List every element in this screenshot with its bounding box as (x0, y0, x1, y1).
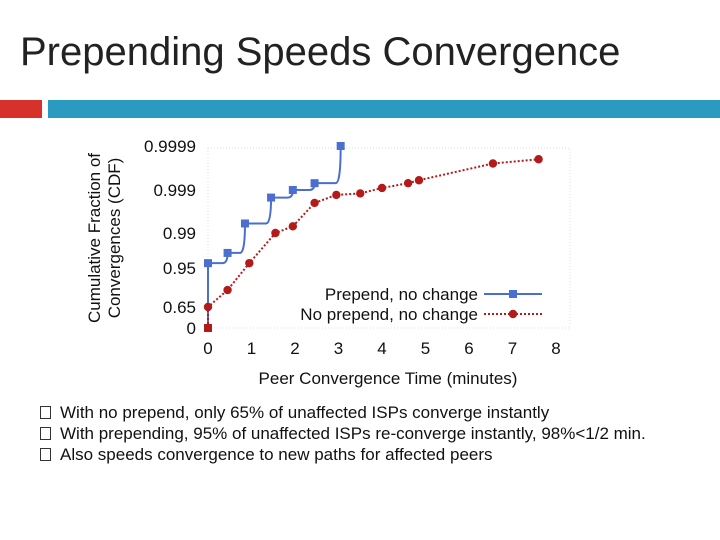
y-tick-label: 0.99 (163, 224, 196, 243)
y-tick-label: 0.95 (163, 259, 196, 278)
bullet-text: Also speeds convergence to new paths for… (60, 445, 493, 464)
data-point-prepend (240, 219, 249, 228)
data-point-no-prepend (488, 159, 498, 168)
data-point-no-prepend (288, 222, 298, 231)
bullet-item: Also speeds convergence to new paths for… (40, 445, 700, 465)
data-point-prepend (267, 193, 276, 202)
y-tick-label: 0.9999 (144, 137, 196, 156)
accent-bar-red (0, 100, 42, 118)
data-point-no-prepend (534, 155, 543, 164)
data-point-no-prepend (245, 258, 254, 268)
data-point-no-prepend (356, 189, 365, 198)
data-point-no-prepend (403, 178, 413, 188)
bullet-item: With prepending, 95% of unaffected ISPs … (40, 424, 700, 444)
data-point-no-prepend (310, 198, 319, 208)
y-tick-label: 0.65 (163, 298, 196, 317)
data-point-prepend (204, 259, 212, 268)
legend-label-no-prepend: No prepend, no change (300, 305, 478, 324)
y-axis-label-line1: Cumulative Fraction of (85, 153, 104, 323)
data-point-no-prepend (203, 302, 213, 312)
x-axis-label: Peer Convergence Time (minutes) (259, 369, 518, 388)
x-tick-label: 5 (421, 339, 430, 358)
bullet-box-icon (40, 448, 51, 461)
data-point-prepend (336, 142, 345, 150)
origin-point (204, 324, 212, 332)
data-point-prepend (310, 179, 319, 188)
x-tick-label: 2 (290, 339, 299, 358)
plot-area (207, 147, 571, 329)
data-point-prepend (288, 186, 297, 194)
data-point-prepend (223, 248, 232, 257)
x-tick-label: 6 (464, 339, 473, 358)
bullet-text: With no prepend, only 65% of unaffected … (60, 403, 550, 422)
bullet-box-icon (40, 406, 51, 419)
data-point-no-prepend (332, 190, 341, 200)
x-tick-label: 0 (203, 339, 212, 358)
bullet-text: With prepending, 95% of unaffected ISPs … (60, 424, 646, 443)
data-point-no-prepend (271, 228, 280, 238)
bullet-box-icon (40, 427, 51, 440)
legend-label-prepend: Prepend, no change (325, 285, 478, 304)
slide-title: Prepending Speeds Convergence (20, 30, 621, 74)
x-tick-label: 7 (508, 339, 517, 358)
y-axis-label-line2: Convergences (CDF) (105, 158, 124, 319)
data-point-no-prepend (377, 183, 387, 193)
legend-marker-no-prepend (508, 309, 518, 319)
cdf-chart: 0 0.65 0.95 0.99 0.999 0.9999 0 1 2 3 4 5 6 7 8 Prepe… (85, 137, 571, 388)
legend-marker-prepend (509, 290, 517, 298)
y-tick-label: 0.999 (153, 181, 196, 200)
x-tick-label: 1 (247, 339, 256, 358)
x-tick-label: 8 (551, 339, 560, 358)
bullet-list: With no prepend, only 65% of unaffected … (40, 403, 700, 465)
accent-bar-teal (48, 100, 720, 118)
data-point-no-prepend (223, 285, 232, 295)
x-tick-label: 4 (377, 339, 386, 358)
data-point-no-prepend (414, 176, 424, 185)
y-tick-label: 0 (187, 319, 196, 338)
x-tick-label: 3 (334, 339, 343, 358)
bullet-item: With no prepend, only 65% of unaffected … (40, 403, 700, 423)
